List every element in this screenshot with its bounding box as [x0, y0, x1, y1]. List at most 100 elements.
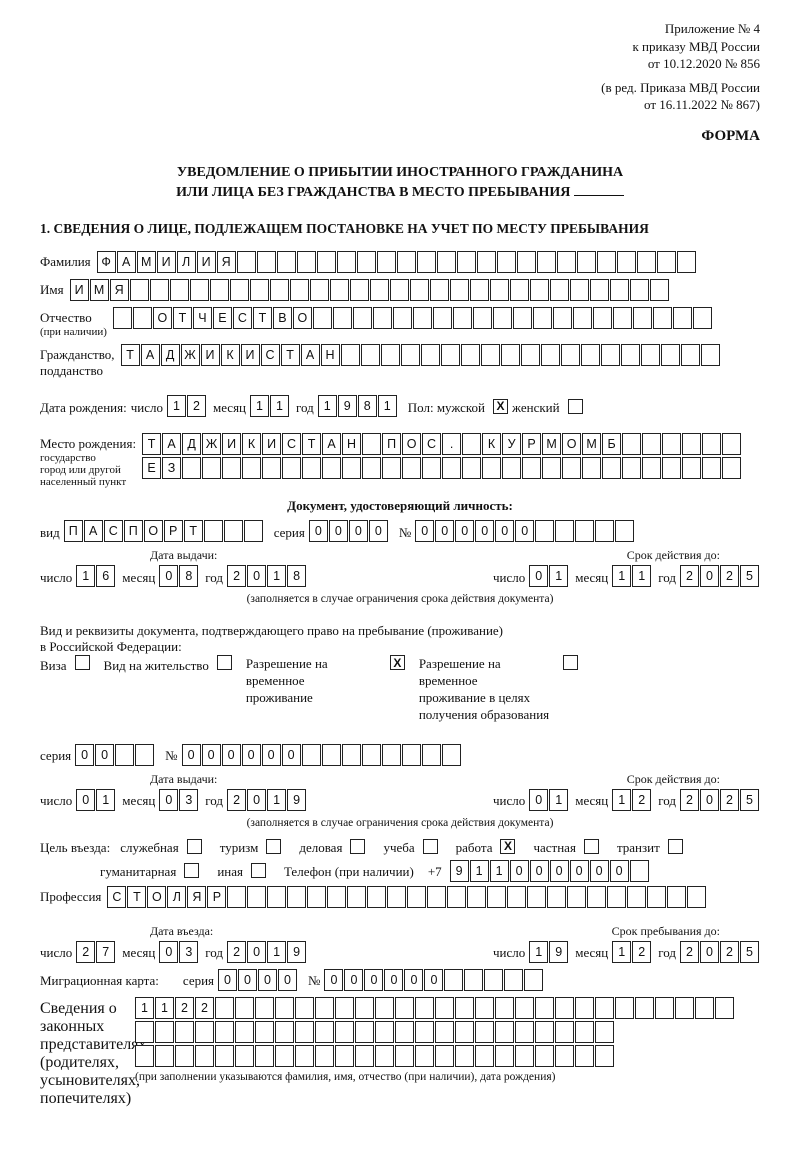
char-box[interactable] — [530, 279, 549, 301]
char-box[interactable] — [237, 251, 256, 273]
char-box[interactable] — [415, 1045, 434, 1067]
char-box[interactable]: Ч — [193, 307, 212, 329]
char-box[interactable] — [307, 886, 326, 908]
char-box[interactable] — [417, 251, 436, 273]
char-box[interactable] — [327, 886, 346, 908]
purpose-option-1[interactable]: туризм — [220, 837, 286, 856]
char-box[interactable] — [695, 997, 714, 1019]
char-box[interactable] — [247, 886, 266, 908]
char-box[interactable] — [402, 457, 421, 479]
char-box[interactable] — [295, 997, 314, 1019]
char-box[interactable]: 6 — [96, 565, 115, 587]
char-box[interactable] — [315, 997, 334, 1019]
char-box[interactable] — [662, 433, 681, 455]
char-box[interactable]: 1 — [529, 941, 548, 963]
char-box[interactable] — [267, 886, 286, 908]
char-box[interactable]: Д — [161, 344, 180, 366]
char-box[interactable]: С — [261, 344, 280, 366]
char-box[interactable] — [647, 886, 666, 908]
char-box[interactable] — [502, 457, 521, 479]
char-box[interactable]: И — [201, 344, 220, 366]
char-box[interactable] — [155, 1045, 174, 1067]
char-box[interactable] — [447, 886, 466, 908]
char-box[interactable] — [575, 1045, 594, 1067]
char-box[interactable]: А — [117, 251, 136, 273]
char-box[interactable]: У — [502, 433, 521, 455]
char-box[interactable]: И — [222, 433, 241, 455]
char-box[interactable]: 7 — [96, 941, 115, 963]
char-box[interactable] — [113, 307, 132, 329]
char-box[interactable] — [262, 457, 281, 479]
char-box[interactable] — [224, 520, 243, 542]
char-box[interactable] — [353, 307, 372, 329]
char-box[interactable]: Р — [522, 433, 541, 455]
char-box[interactable] — [653, 307, 672, 329]
char-box[interactable]: 0 — [529, 565, 548, 587]
char-box[interactable] — [635, 997, 654, 1019]
char-box[interactable]: М — [90, 279, 109, 301]
char-box[interactable] — [553, 307, 572, 329]
purpose-option-1-checkbox[interactable] — [266, 839, 281, 854]
char-box[interactable] — [570, 279, 589, 301]
purpose-option-0[interactable]: служебная — [120, 837, 206, 856]
char-box[interactable] — [533, 307, 552, 329]
char-box[interactable]: 0 — [159, 789, 178, 811]
char-box[interactable]: 2 — [76, 941, 95, 963]
char-box[interactable]: П — [382, 433, 401, 455]
char-box[interactable]: 1 — [470, 860, 489, 882]
char-box[interactable]: 1 — [549, 565, 568, 587]
char-box[interactable] — [453, 307, 472, 329]
char-box[interactable]: 0 — [529, 789, 548, 811]
char-box[interactable]: Н — [342, 433, 361, 455]
char-box[interactable] — [382, 457, 401, 479]
char-box[interactable] — [673, 307, 692, 329]
char-box[interactable] — [582, 457, 601, 479]
char-box[interactable] — [495, 1045, 514, 1067]
char-box[interactable]: 0 — [495, 520, 514, 542]
char-box[interactable]: 9 — [287, 789, 306, 811]
char-box[interactable]: 1 — [632, 565, 651, 587]
char-box[interactable] — [457, 251, 476, 273]
char-box[interactable]: О — [293, 307, 312, 329]
char-box[interactable]: . — [442, 433, 461, 455]
char-box[interactable]: И — [241, 344, 260, 366]
char-box[interactable] — [661, 344, 680, 366]
char-box[interactable] — [130, 279, 149, 301]
char-box[interactable] — [175, 1021, 194, 1043]
char-box[interactable]: З — [162, 457, 181, 479]
char-box[interactable] — [375, 1021, 394, 1043]
char-box[interactable] — [115, 744, 134, 766]
char-box[interactable] — [602, 457, 621, 479]
purpose-option-2[interactable]: деловая — [299, 837, 369, 856]
char-box[interactable]: 1 — [549, 789, 568, 811]
char-box[interactable] — [393, 307, 412, 329]
char-box[interactable] — [395, 1021, 414, 1043]
char-box[interactable] — [401, 344, 420, 366]
purpose-option-5-checkbox[interactable] — [584, 839, 599, 854]
char-box[interactable] — [461, 344, 480, 366]
char-box[interactable] — [475, 1021, 494, 1043]
char-box[interactable] — [437, 251, 456, 273]
char-box[interactable]: С — [233, 307, 252, 329]
char-box[interactable] — [373, 307, 392, 329]
char-box[interactable] — [295, 1045, 314, 1067]
char-box[interactable] — [255, 1045, 274, 1067]
char-box[interactable] — [581, 344, 600, 366]
char-box[interactable] — [195, 1021, 214, 1043]
char-box[interactable] — [255, 997, 274, 1019]
char-box[interactable] — [215, 1021, 234, 1043]
char-box[interactable]: 0 — [262, 744, 281, 766]
char-box[interactable]: О — [402, 433, 421, 455]
char-box[interactable]: 2 — [720, 789, 739, 811]
char-box[interactable] — [517, 251, 536, 273]
char-box[interactable] — [444, 969, 463, 991]
